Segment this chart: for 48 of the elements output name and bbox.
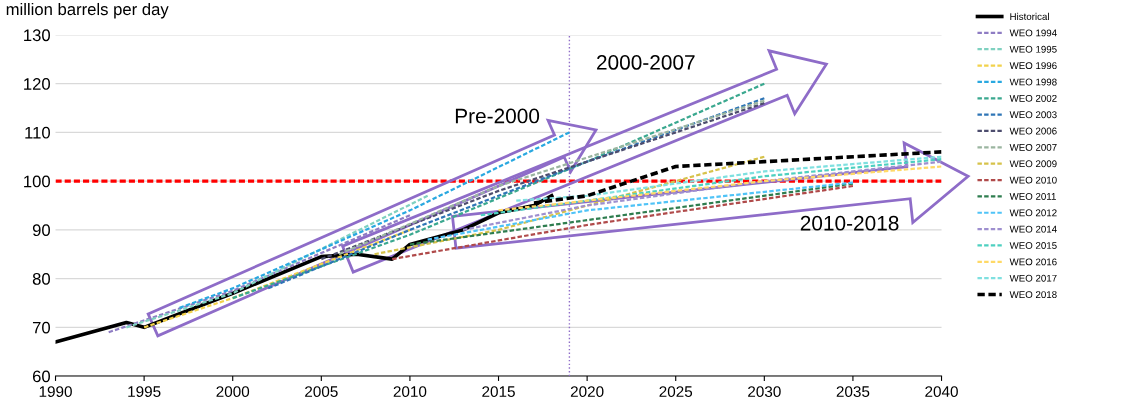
- y-tick-label: 80: [32, 273, 51, 285]
- legend-label: WEO 2006: [1009, 127, 1057, 135]
- legend-label: WEO 2009: [1009, 160, 1057, 168]
- legend-label: WEO 2003: [1009, 111, 1057, 119]
- line-series: [515, 155, 942, 202]
- legend-label: WEO 2007: [1009, 143, 1057, 151]
- x-tick-label: 2015: [482, 386, 515, 398]
- y-tick-label: 100: [24, 175, 51, 188]
- legend-label: WEO 1994: [1009, 29, 1057, 37]
- line-series: [178, 131, 571, 309]
- x-tick-label: 2040: [925, 386, 958, 398]
- x-tick-label: 2000: [216, 386, 250, 398]
- line-series: [479, 158, 942, 217]
- x-tick-label: 2030: [748, 386, 781, 398]
- legend-label: WEO 1995: [1009, 45, 1057, 53]
- y-tick-label: 110: [25, 126, 51, 139]
- y-tick-label: 70: [32, 321, 51, 334]
- line-series: [267, 97, 766, 290]
- legend-label: WEO 2016: [1009, 258, 1057, 266]
- x-tick-label: 2005: [305, 386, 338, 398]
- line-series: [497, 165, 942, 212]
- annotation: 2010-2018: [800, 215, 899, 231]
- legend-label: WEO 2017: [1009, 274, 1057, 282]
- y-tick-label: 120: [24, 78, 51, 90]
- annotation: Pre-2000: [455, 108, 540, 124]
- x-tick-label: 1995: [128, 386, 161, 398]
- x-tick-label: 2020: [570, 386, 604, 398]
- x-tick-label: 1990: [39, 386, 72, 398]
- legend-label: WEO 1998: [1009, 78, 1057, 86]
- legend-label: WEO 1996: [1009, 62, 1057, 70]
- y-axis-title: million barrels per day: [6, 2, 169, 19]
- x-tick-label: 2035: [836, 386, 870, 398]
- x-tick-label: 2025: [659, 386, 693, 398]
- legend-label: WEO 2011: [1009, 193, 1056, 200]
- y-tick-label: 90: [32, 224, 51, 237]
- y-tick-label: 60: [32, 370, 51, 383]
- legend-label: WEO 2018: [1009, 291, 1057, 299]
- x-tick-label: 2010: [393, 386, 427, 398]
- legend-label: WEO 2002: [1009, 94, 1057, 102]
- legend-label: WEO 2012: [1009, 209, 1057, 217]
- legend-label: WEO 2014: [1009, 225, 1057, 233]
- legend-label: WEO 2015: [1009, 242, 1057, 249]
- legend-label: Historical: [1010, 12, 1049, 20]
- legend-label: WEO 2010: [1009, 176, 1057, 184]
- annotation: 2000-2007: [597, 55, 695, 70]
- line-series: [231, 82, 766, 300]
- line-series: [461, 160, 942, 231]
- y-tick-label: 130: [24, 29, 51, 42]
